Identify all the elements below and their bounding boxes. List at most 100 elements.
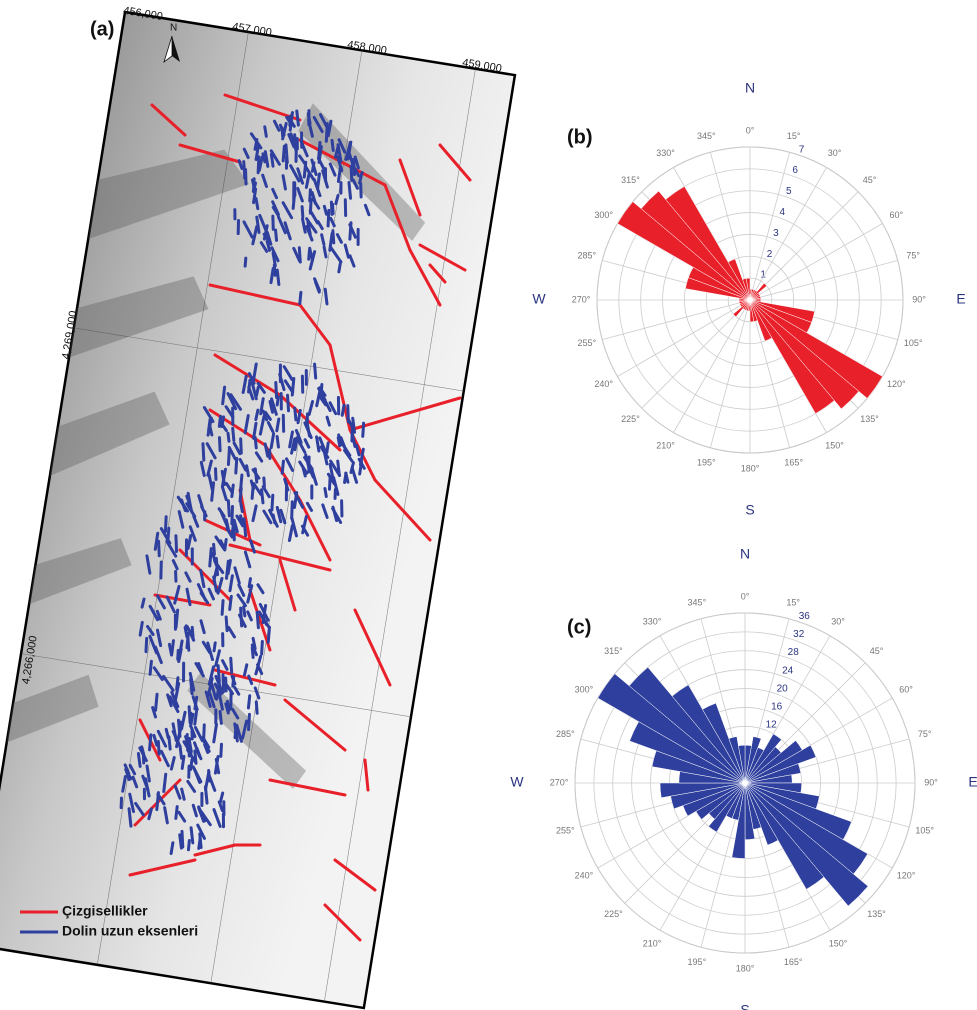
doline-axis [360, 462, 362, 474]
angle-label: 180° [736, 963, 755, 973]
angle-label: 135° [860, 414, 879, 424]
angle-label: 30° [831, 616, 845, 626]
doline-axis [219, 438, 220, 451]
north-label: N [170, 23, 177, 34]
spoke [750, 260, 898, 300]
doline-axis [176, 807, 177, 819]
doline-axis [315, 364, 316, 378]
doline-axis [156, 694, 158, 710]
center [747, 297, 753, 303]
doline-axis [176, 610, 178, 627]
doline-axis [312, 163, 314, 171]
doline-axis [324, 206, 326, 214]
doline-axis [299, 248, 300, 262]
doline-axis [265, 127, 267, 137]
angle-label: 135° [867, 909, 886, 919]
doline-axis [240, 488, 241, 501]
panel-label: (a) [90, 18, 114, 40]
angle-label: 255° [556, 826, 575, 836]
angle-label: 255° [577, 338, 596, 348]
doline-axis [310, 190, 311, 201]
angle-label: 300° [594, 210, 613, 220]
doline-axis [249, 579, 250, 587]
doline-axis [168, 528, 169, 538]
doline-axis [258, 157, 259, 173]
doline-axis [182, 756, 184, 768]
spoke [750, 224, 883, 301]
doline-axis [227, 561, 229, 578]
doline-axis [185, 628, 187, 637]
spoke [617, 300, 750, 377]
doline-axis [302, 207, 303, 217]
doline-axis [227, 701, 228, 710]
doline-axis [188, 841, 189, 850]
doline-axis [256, 387, 258, 395]
cardinal-label: E [956, 291, 965, 307]
doline-axis [331, 202, 332, 214]
doline-axis [268, 627, 269, 642]
doline-axis [241, 439, 242, 453]
angle-label: 330° [656, 148, 675, 158]
angle-label: 150° [825, 441, 844, 451]
angle-label: 180° [741, 463, 760, 473]
doline-axis [230, 596, 232, 609]
doline-axis [204, 725, 205, 741]
radial-tick-label: 5 [786, 186, 792, 197]
doline-axis [249, 714, 250, 729]
radial-tick-label: 3 [773, 228, 779, 239]
doline-axis [324, 247, 326, 257]
radial-tick-label: 4 [780, 207, 786, 218]
doline-axis [262, 642, 263, 654]
doline-axis [345, 473, 346, 482]
cardinal-label: S [740, 1002, 749, 1010]
doline-axis [292, 379, 294, 395]
doline-axis [363, 423, 364, 436]
doline-axis [150, 661, 151, 674]
doline-axis [158, 741, 159, 754]
legend-entry: Çizgisellikler [62, 903, 148, 919]
radial-tick-label: 20 [777, 683, 789, 694]
doline-axis [271, 154, 273, 166]
doline-axis [236, 458, 237, 473]
figure: N (a) 456,000 457,000 458,000 459,000 4,… [0, 0, 977, 1010]
angle-label: 120° [897, 870, 916, 880]
doline-axis [276, 382, 277, 397]
radial-tick-label: 6 [792, 165, 798, 176]
doline-axis [252, 648, 253, 658]
angle-label: 315° [604, 646, 623, 656]
doline-axis [282, 461, 283, 473]
doline-axis [290, 116, 291, 126]
doline-axis [333, 231, 334, 243]
doline-axis [232, 506, 233, 523]
angle-label: 270° [572, 294, 591, 304]
doline-axis [195, 697, 197, 709]
doline-axis [241, 608, 242, 626]
angle-label: 120° [887, 379, 906, 389]
center [742, 780, 748, 786]
panel-label: (c) [567, 616, 591, 638]
panel-label: (b) [567, 126, 593, 148]
doline-axis [339, 264, 340, 272]
doline-axis [297, 111, 299, 125]
doline-axis [195, 711, 197, 724]
angle-label: 90° [924, 777, 938, 787]
angle-label: 0° [741, 591, 750, 601]
doline-axis [235, 729, 236, 737]
doline-axis [241, 504, 242, 512]
doline-axis [231, 658, 232, 672]
radial-tick-label: 36 [799, 611, 811, 622]
angle-label: 240° [575, 870, 594, 880]
doline-axis [232, 525, 233, 534]
spoke [710, 300, 750, 448]
angle-label: 30° [828, 148, 842, 158]
doline-axis [233, 428, 234, 440]
doline-axis [176, 536, 177, 552]
angle-label: 105° [915, 826, 934, 836]
doline-axis [244, 607, 245, 616]
doline-axis [277, 419, 279, 431]
doline-axis [221, 744, 222, 756]
doline-axis [140, 622, 142, 635]
radial-tick-label: 7 [799, 144, 805, 155]
doline-axis [295, 408, 296, 420]
doline-axis [164, 774, 166, 791]
